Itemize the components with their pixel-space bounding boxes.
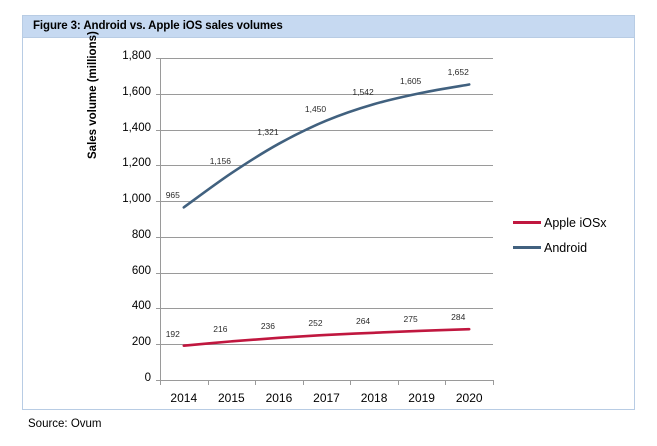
data-point-label: 1,652 (447, 67, 469, 78)
series-line (182, 83, 471, 209)
data-point-label: 192 (165, 328, 180, 339)
data-point-label: 236 (260, 320, 276, 331)
legend-swatch (513, 221, 541, 224)
y-axis-tick (156, 129, 160, 131)
x-axis-tick (160, 380, 161, 385)
y-axis-tick (156, 236, 160, 238)
y-axis-tick (156, 93, 160, 95)
data-point-label: 1,321 (257, 126, 279, 137)
x-axis-tick (397, 380, 399, 385)
y-axis-tick-label: 1,000 (122, 193, 151, 206)
y-axis-tick-label: 200 (131, 336, 151, 349)
x-axis-tick (350, 380, 352, 385)
y-axis-tick-label: 0 (144, 372, 151, 384)
figure-title: Figure 3: Android vs. Apple iOS sales vo… (33, 20, 283, 32)
gridline (160, 308, 493, 310)
x-axis-tick-label: 2015 (217, 391, 245, 405)
gridline (160, 380, 493, 381)
legend-item[interactable]: Apple iOSx (513, 210, 607, 235)
x-axis-tick-label: 2014 (170, 391, 198, 405)
y-axis-tick (156, 201, 160, 203)
gridline (160, 272, 493, 274)
plot-area: 0 200 400 600 800 1,000 1,200 1,400 1,600 1,800 2… (122, 50, 494, 405)
figure-container: Figure 3: Android vs. Apple iOS sales vo… (22, 15, 635, 410)
chart-legend: Apple iOSx Android (513, 210, 607, 260)
source-note: Source: Ovum (28, 418, 102, 430)
gridline (160, 165, 493, 167)
y-axis-tick (156, 344, 160, 346)
x-axis-tick (255, 380, 257, 385)
y-axis-title: Sales volume (millions) (87, 31, 99, 159)
gridline (160, 93, 493, 95)
y-axis-tick-label: 600 (131, 264, 151, 277)
legend-label: Apple iOSx (544, 215, 607, 230)
gridline (160, 201, 493, 203)
data-point-label: 275 (403, 313, 418, 324)
x-axis-tick-label: 2019 (408, 391, 435, 405)
series-line (182, 327, 471, 347)
y-axis-tick-label: 1,800 (122, 50, 151, 62)
gridline (160, 129, 493, 131)
data-point-label: 1,156 (209, 156, 231, 167)
legend-item[interactable]: Android (513, 235, 607, 260)
y-axis-tick (156, 380, 160, 381)
data-point-label: 1,605 (400, 75, 422, 86)
y-axis-tick-label: 400 (131, 300, 151, 313)
y-axis-tick (156, 58, 160, 59)
x-axis-tick-label: 2017 (313, 391, 340, 405)
x-axis-tick (302, 380, 304, 385)
y-axis-tick-label: 1,200 (122, 157, 151, 170)
x-axis-tick (207, 380, 209, 385)
legend-label: Android (544, 240, 588, 255)
y-axis-tick (156, 165, 160, 167)
y-axis-tick (156, 308, 160, 310)
data-point-label: 1,542 (352, 87, 374, 98)
x-axis-tick-label: 2020 (455, 391, 483, 405)
data-point-label: 284 (451, 312, 466, 323)
data-point-label: 1,450 (304, 103, 327, 114)
x-axis-tick-label: 2018 (360, 391, 388, 405)
figure-title-bar: Figure 3: Android vs. Apple iOS sales vo… (23, 16, 634, 38)
y-axis-tick-label: 800 (131, 228, 151, 241)
gridline (160, 344, 493, 346)
gridline (160, 58, 493, 59)
chart-canvas: Sales volume (millions) 0 200 400 600 800 1,0… (23, 31, 634, 409)
x-axis-tick (493, 380, 494, 385)
legend-swatch (513, 246, 541, 249)
series-lines (182, 83, 471, 347)
gridline (160, 236, 493, 238)
y-axis-tick-label: 1,400 (122, 121, 151, 134)
x-axis-tick (445, 380, 447, 385)
data-point-label: 264 (355, 315, 371, 326)
y-axis-line (160, 58, 161, 381)
y-axis-tick-label: 1,600 (122, 85, 151, 98)
y-axis-tick (156, 272, 160, 274)
data-point-label: 216 (213, 324, 228, 335)
x-axis-tick-label: 2016 (265, 391, 293, 405)
data-point-label: 965 (165, 190, 180, 201)
data-point-label: 252 (308, 317, 323, 328)
